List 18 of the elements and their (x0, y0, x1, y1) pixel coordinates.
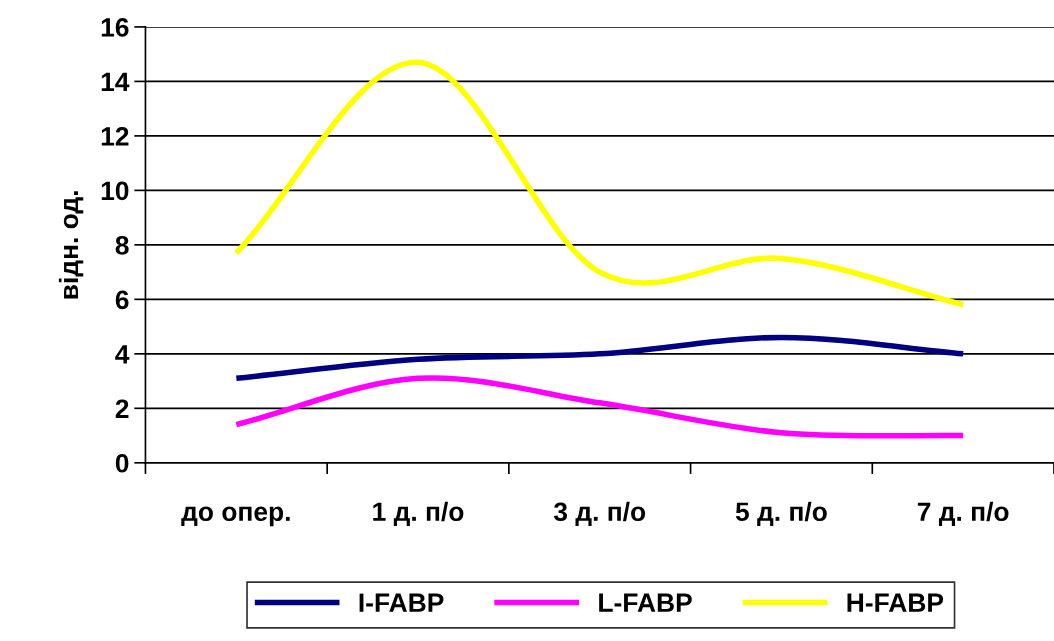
legend-label: H-FABP (847, 593, 944, 612)
legend-label: I-FABP (359, 593, 444, 612)
x-tick-label: 7 д. п/о (917, 501, 1009, 527)
legend-label: L-FABP (599, 593, 692, 612)
y-tick-label: 4 (115, 345, 130, 364)
y-tick-label: 2 (115, 399, 129, 418)
y-tick-label: 10 (101, 181, 129, 201)
y-tick-label: 16 (101, 18, 129, 37)
y-axis-title: відн. од. (58, 191, 84, 299)
y-tick-label: 0 (115, 453, 129, 473)
y-tick-label: 12 (101, 127, 129, 146)
y-tick-label: 6 (115, 290, 129, 310)
y-tick-label: 8 (115, 236, 129, 255)
x-tick-label: 1 д. п/о (373, 501, 464, 527)
x-tick-label: до опер. (181, 506, 290, 527)
y-tick-label: 14 (101, 72, 130, 91)
x-tick-label: 5 д. п/о (735, 501, 827, 527)
x-tick-label: 3 д. п/о (553, 501, 646, 527)
